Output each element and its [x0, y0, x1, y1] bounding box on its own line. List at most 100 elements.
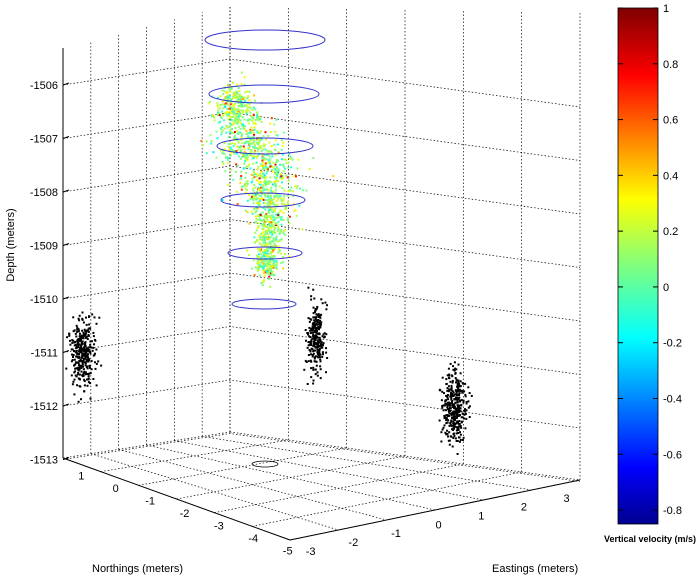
velocity-point [259, 194, 262, 197]
velocity-point [260, 219, 263, 222]
velocity-point [269, 221, 272, 224]
velocity-point [253, 121, 256, 124]
projection-point [92, 331, 95, 334]
projection-point [84, 348, 87, 351]
velocity-point [250, 115, 253, 118]
northing-tick-label: -2 [180, 508, 190, 520]
velocity-point [261, 238, 264, 241]
projection-point [94, 339, 97, 342]
depth-tick-label: -1512 [30, 401, 58, 413]
velocity-point [276, 173, 279, 176]
depth-tick-mark [62, 457, 70, 460]
velocity-point [275, 159, 278, 161]
projection-point [86, 384, 89, 387]
velocity-point [229, 101, 232, 103]
velocity-point [240, 105, 243, 108]
depth-gridline [62, 58, 581, 108]
projection-point [85, 316, 87, 319]
floor-gridline [176, 455, 406, 500]
easting-tick-label: -1 [391, 528, 401, 540]
depth-tick-mark [62, 243, 70, 246]
projection-point [313, 349, 315, 352]
velocity-point [261, 235, 264, 237]
projection-point [76, 367, 79, 370]
projection-point [440, 399, 443, 402]
projection-point [453, 398, 456, 401]
projection-point [450, 419, 453, 422]
velocity-point [252, 106, 255, 109]
velocity-point [293, 175, 296, 178]
velocity-point [269, 195, 272, 198]
velocity-point [238, 104, 241, 107]
projection-clouds [65, 286, 473, 455]
projection-point [313, 360, 316, 363]
projection-point [453, 413, 456, 416]
velocity-point [272, 161, 275, 164]
velocity-point [225, 124, 228, 127]
velocity-point [267, 182, 270, 185]
velocity-point [259, 266, 262, 268]
velocity-point [238, 146, 241, 149]
velocity-point [268, 220, 271, 223]
velocity-point [234, 96, 237, 99]
projection-point [451, 375, 454, 378]
projection-point [79, 344, 82, 347]
velocity-point [259, 274, 261, 277]
projection-point [81, 341, 84, 344]
velocity-point [226, 91, 229, 94]
velocity-point [273, 204, 276, 207]
velocity-point [256, 190, 259, 193]
velocity-point [211, 95, 214, 98]
projection-point [452, 368, 455, 371]
velocity-point [271, 240, 274, 243]
velocity-point [240, 96, 243, 99]
projection-point [468, 392, 471, 394]
projection-point [460, 416, 463, 419]
velocity-point [254, 123, 257, 126]
velocity-point [237, 125, 240, 128]
projection-point [314, 327, 317, 329]
projection-point [449, 403, 452, 406]
velocity-point [263, 269, 266, 272]
projection-point [305, 339, 307, 342]
projection-point [66, 336, 69, 339]
projection-point [458, 394, 460, 397]
velocity-point [262, 222, 265, 225]
velocity-point [256, 141, 259, 144]
velocity-point [263, 153, 266, 156]
velocity-point [224, 155, 227, 158]
velocity-point [266, 232, 268, 235]
velocity-point [213, 119, 216, 122]
velocity-point [245, 158, 248, 161]
velocity-point [241, 116, 244, 118]
projection-point [310, 344, 312, 346]
projection-point [87, 360, 90, 363]
velocity-point [241, 112, 244, 115]
velocity-point [222, 93, 225, 96]
projection-point [309, 318, 312, 321]
velocity-point [281, 256, 284, 259]
velocity-point [252, 170, 255, 172]
velocity-point [267, 134, 269, 137]
projection-point [452, 420, 455, 423]
projection-point [76, 330, 79, 333]
velocity-point [250, 195, 253, 198]
velocity-point [269, 236, 272, 239]
projection-point [446, 387, 449, 390]
velocity-point [274, 232, 277, 235]
projection-point [307, 286, 310, 289]
velocity-point [216, 113, 219, 116]
velocity-point [268, 180, 271, 183]
velocity-point [258, 183, 261, 186]
velocity-point [281, 181, 283, 184]
velocity-point [246, 96, 249, 99]
velocity-point [266, 243, 269, 246]
projection-point [451, 379, 454, 382]
projection-point [311, 355, 314, 358]
velocity-point [271, 245, 274, 248]
projection-point [315, 328, 318, 331]
projection-point [321, 355, 324, 358]
velocity-point [243, 128, 246, 131]
velocity-point [271, 183, 274, 186]
velocity-point [269, 262, 272, 264]
